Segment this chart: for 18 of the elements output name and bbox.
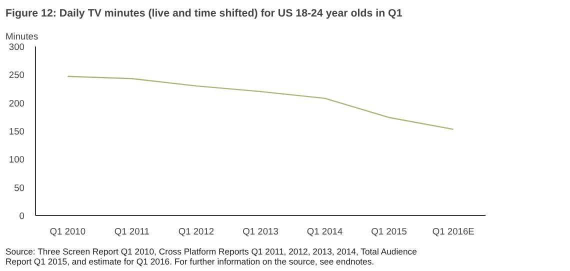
- chart-title: Figure 12: Daily TV minutes (live and time shifted) for US 18-24 year olds in Q1: [6, 8, 402, 20]
- x-tick-label: Q1 2015: [371, 226, 407, 236]
- x-tick-label: Q1 2010: [50, 226, 86, 236]
- source-note: Source: Three Screen Report Q1 2010, Cross Platform Reports Q1 2011, 2012, 2013, 2014, Total Audience Report Q1 2015, and estimate for Q1 2016. For further information on the source, see endnotes.: [6, 246, 418, 266]
- x-tick-label: Q1 2013: [242, 226, 278, 236]
- y-tick-label: 100: [8, 154, 25, 165]
- y-tick-label: 250: [8, 70, 25, 80]
- x-tick-label: Q1 2016E: [432, 226, 474, 236]
- x-tick-label: Q1 2011: [114, 226, 150, 236]
- x-tick-label: Q1 2012: [178, 226, 214, 236]
- y-tick-label: 0: [19, 211, 25, 221]
- y-axis-title: Minutes: [6, 32, 38, 42]
- x-tick-label: Q1 2014: [306, 226, 343, 236]
- y-tick-label: 300: [8, 42, 25, 52]
- y-tick-label: 150: [8, 126, 25, 136]
- line-series: [67, 76, 454, 130]
- y-tick-label: 200: [8, 98, 25, 108]
- y-tick-label: 50: [14, 182, 25, 193]
